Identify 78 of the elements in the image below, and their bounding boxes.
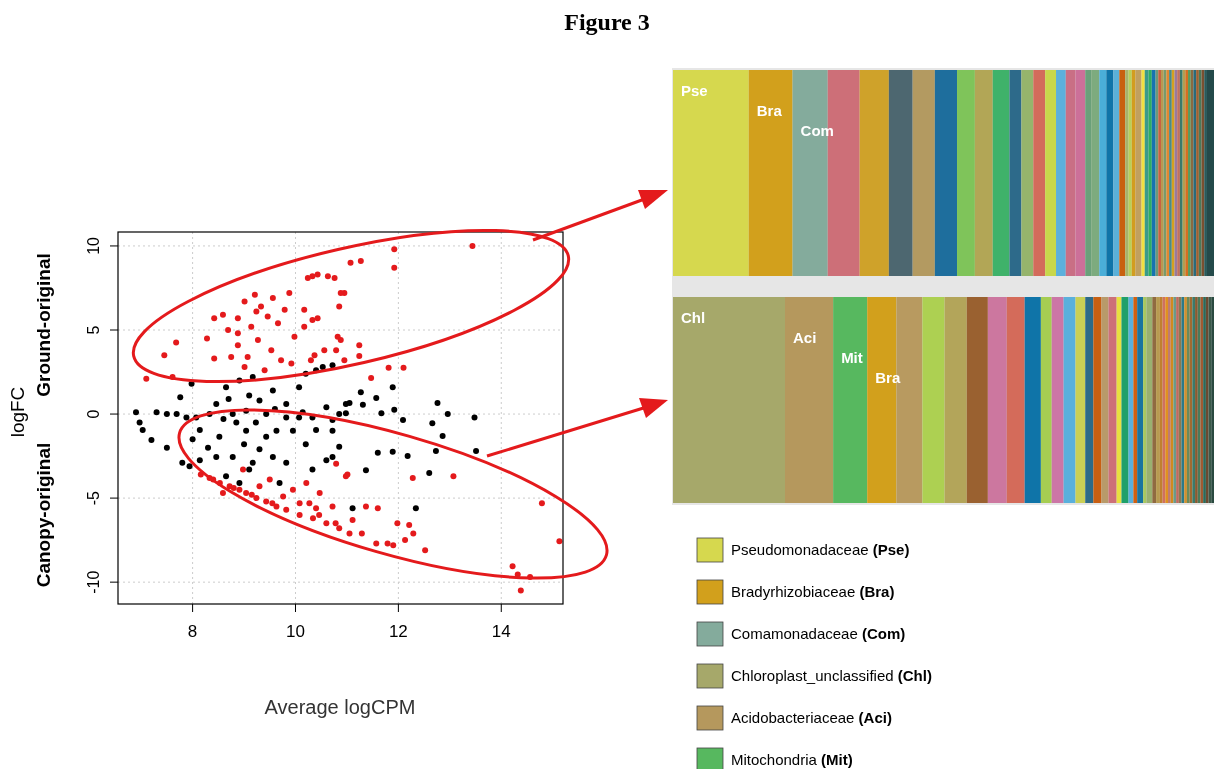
bar xyxy=(1143,297,1147,503)
bar xyxy=(1009,70,1022,276)
bar xyxy=(888,70,913,276)
bar xyxy=(1033,70,1046,276)
bar xyxy=(1065,70,1076,276)
category-label: Bradyrhizobiaceae (Bra) xyxy=(731,583,895,600)
bar xyxy=(1075,297,1086,503)
bar xyxy=(833,297,868,503)
bar xyxy=(748,70,793,276)
category-label: Acidobacteriaceae (Aci) xyxy=(731,709,892,726)
y-tick-label: 10 xyxy=(85,236,102,255)
chart-title: Figure 3 xyxy=(564,9,650,35)
bar xyxy=(1063,297,1076,503)
bar xyxy=(912,70,935,276)
category-label: Comamonadaceae (Com) xyxy=(731,625,906,642)
text: Ground-original xyxy=(33,253,54,397)
text: Canopy-original xyxy=(33,442,54,588)
series-label: Mit xyxy=(841,349,863,366)
bar xyxy=(1006,297,1025,503)
bar xyxy=(944,297,967,503)
y-tick-label: 0 xyxy=(85,409,102,419)
bar xyxy=(1113,70,1120,276)
x-tick-label: 10 xyxy=(286,622,305,641)
bar xyxy=(673,70,749,276)
series-label: Bra xyxy=(875,369,901,386)
x-tick-label: 14 xyxy=(491,622,511,641)
bar xyxy=(859,70,889,276)
series-label: Chl xyxy=(681,309,706,326)
y-tick-label: -5 xyxy=(85,490,102,506)
bar xyxy=(1045,70,1057,276)
bar xyxy=(1131,70,1136,276)
bar xyxy=(784,297,834,503)
bar xyxy=(987,297,1007,503)
bar xyxy=(1146,297,1153,503)
bar xyxy=(922,297,945,503)
x-tick-label: 8 xyxy=(187,622,198,641)
bar xyxy=(1152,297,1157,503)
bar xyxy=(1085,70,1092,276)
bar xyxy=(1133,297,1138,503)
bar xyxy=(1051,297,1064,503)
bar xyxy=(1099,70,1107,276)
bar xyxy=(1148,70,1152,276)
bar xyxy=(1093,297,1102,503)
bar xyxy=(1021,70,1034,276)
bar xyxy=(1108,297,1117,503)
bar xyxy=(1075,70,1086,276)
bar xyxy=(1137,297,1144,503)
bar xyxy=(1206,70,1214,276)
series-label: Pse xyxy=(681,82,708,99)
x-axis-title: Average logCPM xyxy=(264,696,416,718)
bar xyxy=(966,297,988,503)
category-label: Mitochondria (Mit) xyxy=(731,751,853,768)
bar xyxy=(1085,297,1094,503)
bar xyxy=(934,70,958,276)
bar xyxy=(1119,70,1126,276)
bar xyxy=(1024,297,1041,503)
series-label: Bra xyxy=(756,102,783,119)
y-axis-title: logFC xyxy=(7,386,28,438)
bar xyxy=(974,70,993,276)
bar xyxy=(1056,70,1066,276)
bar xyxy=(1135,70,1142,276)
bar xyxy=(1101,297,1109,503)
y-tick-label: -10 xyxy=(85,570,102,594)
bar xyxy=(1121,297,1129,503)
bar xyxy=(1040,297,1052,503)
bar xyxy=(673,297,785,503)
bar xyxy=(1091,70,1100,276)
bar xyxy=(992,70,1010,276)
category-label: Pseudomonadaceae (Pse) xyxy=(731,541,910,558)
y-tick-label: 5 xyxy=(85,325,102,335)
bar xyxy=(1106,70,1114,276)
category-label: Chloroplast_unclassified (Chl) xyxy=(731,667,932,684)
series-label: Aci xyxy=(792,329,817,346)
bar xyxy=(1151,70,1156,276)
x-tick-label: 12 xyxy=(388,622,408,641)
bar xyxy=(957,70,975,276)
bar xyxy=(1144,70,1149,276)
bar xyxy=(1141,70,1145,276)
